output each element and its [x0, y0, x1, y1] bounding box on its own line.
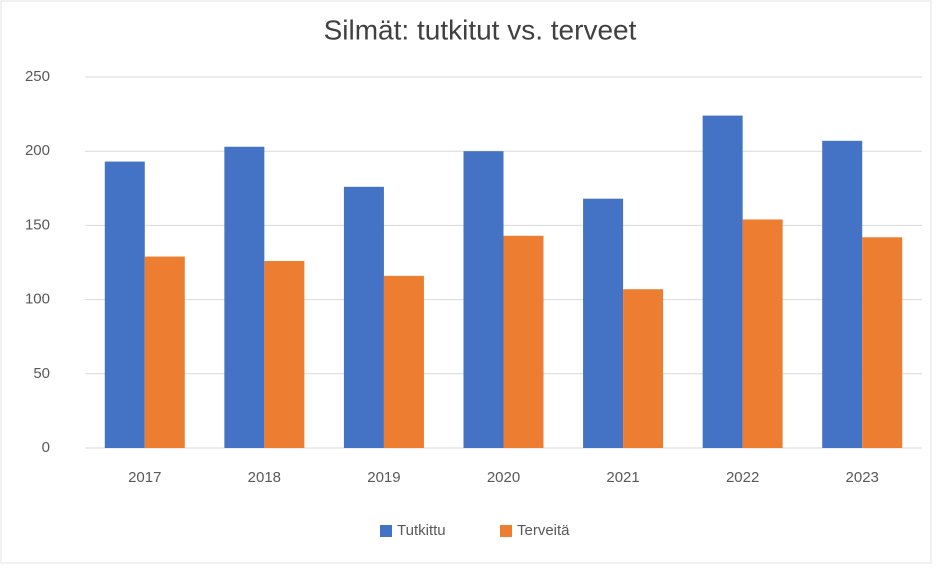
bar: [862, 237, 903, 448]
bar: [144, 256, 185, 448]
x-tick-label: 2021: [606, 469, 639, 486]
bar: [702, 115, 743, 449]
bar: [383, 275, 424, 448]
bar: [503, 235, 544, 448]
bar: [104, 161, 145, 448]
legend-label: Terveitä: [517, 522, 570, 539]
y-tick-label: 100: [25, 291, 50, 308]
bar: [583, 198, 624, 448]
chart-title: Silmät: tutkitut vs. terveet: [324, 14, 637, 45]
y-tick-label: 150: [25, 216, 50, 233]
bar: [224, 146, 265, 449]
bar: [343, 186, 384, 449]
y-tick-label: 200: [25, 142, 50, 159]
bar: [822, 140, 863, 448]
bar: [264, 261, 305, 448]
legend-swatch: [500, 525, 512, 537]
bar: [623, 289, 664, 448]
y-tick-label: 50: [33, 365, 50, 382]
bar: [463, 151, 504, 448]
legend-label: Tutkittu: [397, 522, 446, 539]
y-tick-label: 0: [42, 439, 50, 456]
x-tick-label: 2022: [726, 469, 759, 486]
y-tick-label: 250: [25, 68, 50, 85]
x-tick-label: 2019: [367, 469, 400, 486]
legend-swatch: [380, 525, 392, 537]
x-tick-label: 2023: [846, 469, 879, 486]
x-tick-label: 2018: [248, 469, 281, 486]
x-tick-label: 2020: [487, 469, 520, 486]
bar: [742, 219, 783, 448]
x-tick-label: 2017: [128, 469, 161, 486]
